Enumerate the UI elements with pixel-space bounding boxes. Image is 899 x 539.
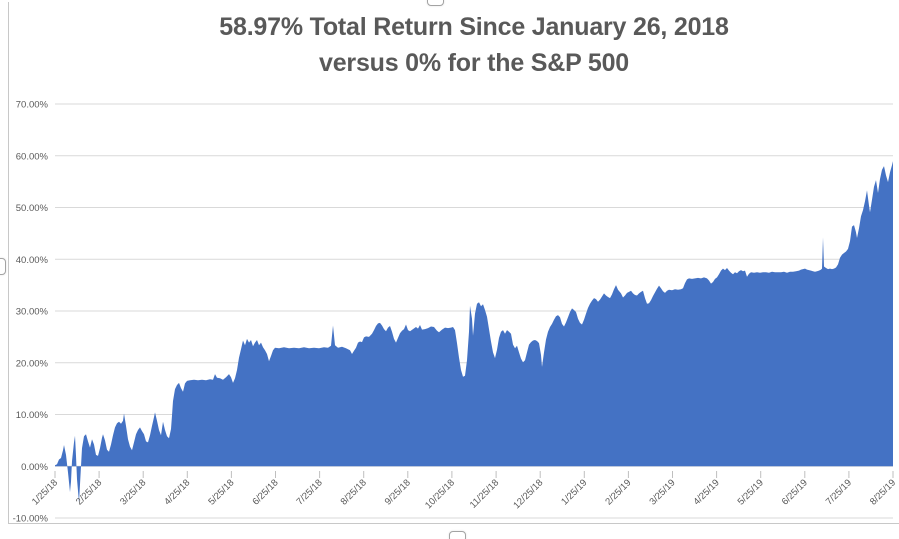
y-axis-label: -10.00% [13, 514, 49, 525]
x-axis-label: 7/25/19 [824, 477, 854, 507]
chart-frame-left-border [8, 2, 9, 523]
x-axis-label: 1/25/18 [30, 477, 60, 507]
x-axis-label: 4/25/18 [162, 477, 192, 507]
x-axis-label: 3/25/18 [118, 477, 148, 507]
selection-handle-top[interactable] [427, 0, 444, 6]
chart-title-line-2: versus 0% for the S&P 500 [319, 49, 629, 77]
y-axis-label: 0.00% [21, 462, 48, 473]
x-axis-label: 9/25/18 [383, 477, 413, 507]
x-axis-label: 5/25/19 [736, 477, 766, 507]
x-axis-label: 11/25/18 [468, 477, 501, 510]
x-axis-label: 8/25/18 [339, 477, 369, 507]
x-axis-label: 8/25/19 [868, 477, 898, 507]
x-axis-label: 2/25/19 [603, 477, 633, 507]
chart-title[interactable]: 58.97% Total Return Since January 26, 20… [55, 9, 893, 81]
x-axis-label: 3/25/19 [647, 477, 677, 507]
y-axis-label: 20.00% [16, 358, 49, 369]
x-axis-label: 7/25/18 [295, 477, 325, 507]
y-axis-label: 70.00% [16, 100, 49, 111]
x-axis-label: 1/25/19 [559, 477, 589, 507]
x-axis-label: 12/25/18 [511, 477, 545, 511]
x-axis-label: 4/25/19 [692, 477, 722, 507]
selection-handle-bottom[interactable] [449, 531, 466, 539]
y-axis-label: 50.00% [16, 203, 49, 214]
y-axis-label: 60.00% [16, 151, 49, 162]
x-axis-label: 6/25/19 [780, 477, 810, 507]
x-axis-label: 10/25/18 [423, 477, 457, 511]
y-axis-label: 40.00% [16, 255, 49, 266]
x-axis-label: 5/25/18 [206, 477, 236, 507]
selection-handle-left[interactable] [0, 258, 6, 275]
chart-frame-bottom-border [8, 523, 899, 524]
total-return-area-series[interactable] [55, 161, 893, 503]
chart-title-line-1: 58.97% Total Return Since January 26, 20… [219, 13, 729, 41]
y-axis-label: 10.00% [16, 410, 49, 421]
x-axis-label: 6/25/18 [250, 477, 280, 507]
y-axis-label: 30.00% [16, 307, 49, 318]
